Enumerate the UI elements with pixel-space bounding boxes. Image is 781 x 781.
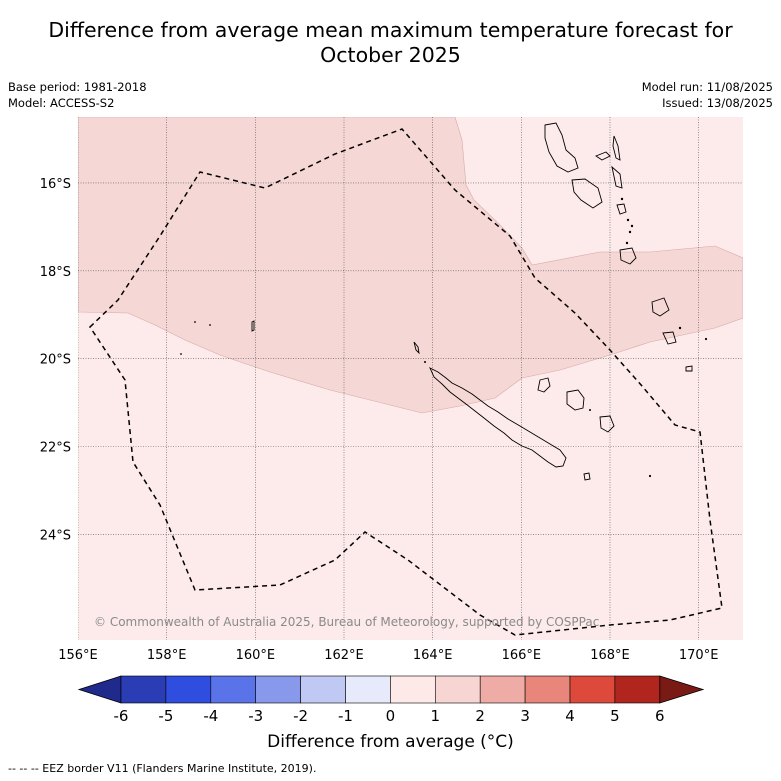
latitude-labels: 16°S 18°S 20°S 22°S 24°S — [40, 177, 71, 544]
meta-left: Base period: 1981-2018 Model: ACCESS-S2 — [8, 79, 147, 111]
belep-islands — [413, 341, 420, 355]
coastlines — [251, 122, 693, 481]
map-area: © Commonwealth of Australia 2025, Bureau… — [78, 117, 743, 640]
colorbar-segment — [165, 675, 212, 704]
colorbar-segment — [255, 675, 301, 704]
pentecost-island — [611, 165, 623, 189]
title-line-1: Difference from average mean maximum tem… — [48, 18, 733, 42]
chart-title: Difference from average mean maximum tem… — [0, 18, 781, 68]
colorbar-tick-label: -2 — [293, 707, 308, 725]
longitude-label: 160°E — [236, 648, 276, 663]
colorbar-tick-label: 1 — [431, 707, 441, 725]
colorbar-segment — [569, 675, 616, 704]
chesterfield-reef — [251, 320, 255, 332]
anomaly-1-2-region — [78, 117, 743, 414]
colorbar-tick-label: -3 — [248, 707, 263, 725]
new-caledonia-island — [429, 367, 567, 468]
colorbar-tick-label: -6 — [114, 707, 129, 725]
longitude-labels: 156°E 158°E 160°E 162°E 164°E 166°E 168°E 170°E — [58, 648, 718, 663]
colorbar-max-extend — [659, 675, 705, 704]
latitude-label: 20°S — [40, 353, 71, 368]
latitude-label: 22°S — [40, 441, 71, 456]
colorbar-segment — [300, 675, 346, 704]
colorbar-segment — [345, 675, 391, 704]
colorbar-segment — [210, 675, 257, 704]
colorbar-tick-label: 2 — [475, 707, 485, 725]
graticule — [78, 117, 743, 640]
small-islets — [180, 197, 708, 478]
colorbar-tick-label: 4 — [565, 707, 575, 725]
mare-island — [599, 415, 615, 433]
model-name: Model: ACCESS-S2 — [8, 96, 115, 110]
isle-of-pines — [583, 472, 591, 481]
colorbar-tick-label: 0 — [386, 707, 396, 725]
colorbar-tick-label: -4 — [203, 707, 218, 725]
eez-footnote: -- -- -- EEZ border V11 (Flanders Marine… — [8, 762, 317, 775]
latitude-label: 18°S — [40, 265, 71, 280]
tanna-island — [662, 331, 677, 345]
colorbar-segment — [390, 675, 436, 704]
colorbar-segment — [479, 675, 526, 704]
ambae-island — [595, 151, 611, 161]
eez-border — [89, 128, 723, 636]
colorbar-segment — [524, 675, 571, 704]
longitude-label: 164°E — [413, 648, 453, 663]
colorbar-tick-label: -1 — [338, 707, 353, 725]
malakula-island — [571, 178, 603, 209]
copyright-text: © Commonwealth of Australia 2025, Bureau… — [94, 615, 599, 629]
lifou-island — [566, 389, 585, 411]
colorbar-tick-label: -5 — [158, 707, 173, 725]
colorbar-tick-label: 3 — [520, 707, 530, 725]
epi-island — [616, 203, 627, 215]
colorbar-min-extend — [77, 675, 122, 704]
colorbar-title: Difference from average (°C) — [267, 732, 514, 752]
colorbar-tick-label: 6 — [655, 707, 665, 725]
colorbar-tick-labels: -6 -5 -4 -3 -2 -1 0 1 2 3 4 5 6 — [114, 707, 665, 725]
longitude-label: 158°E — [147, 648, 187, 663]
longitude-label: 168°E — [590, 648, 630, 663]
ouvea-island — [537, 377, 551, 393]
latitude-label: 16°S — [40, 177, 71, 192]
title-line-2: October 2025 — [320, 43, 461, 67]
longitude-label: 170°E — [679, 648, 719, 663]
colorbar-segment — [614, 675, 661, 704]
longitude-label: 156°E — [58, 648, 98, 663]
efate-island — [619, 247, 637, 265]
colorbar-segment — [434, 675, 481, 704]
erromango-island — [651, 297, 670, 317]
colorbar-segment — [120, 675, 167, 704]
espiritu-santo-island — [544, 122, 579, 173]
issued-date: Issued: 13/08/2025 — [662, 96, 773, 110]
longitude-label: 166°E — [502, 648, 542, 663]
model-run: Model run: 11/08/2025 — [641, 80, 773, 94]
maewo-island — [612, 135, 621, 161]
aneityum-island — [685, 365, 693, 372]
colorbar — [77, 675, 705, 704]
latitude-label: 24°S — [40, 529, 71, 544]
longitude-label: 162°E — [324, 648, 364, 663]
base-period: Base period: 1981-2018 — [8, 80, 147, 94]
colorbar-tick-label: 5 — [610, 707, 620, 725]
meta-right: Model run: 11/08/2025 Issued: 13/08/2025 — [642, 79, 773, 111]
